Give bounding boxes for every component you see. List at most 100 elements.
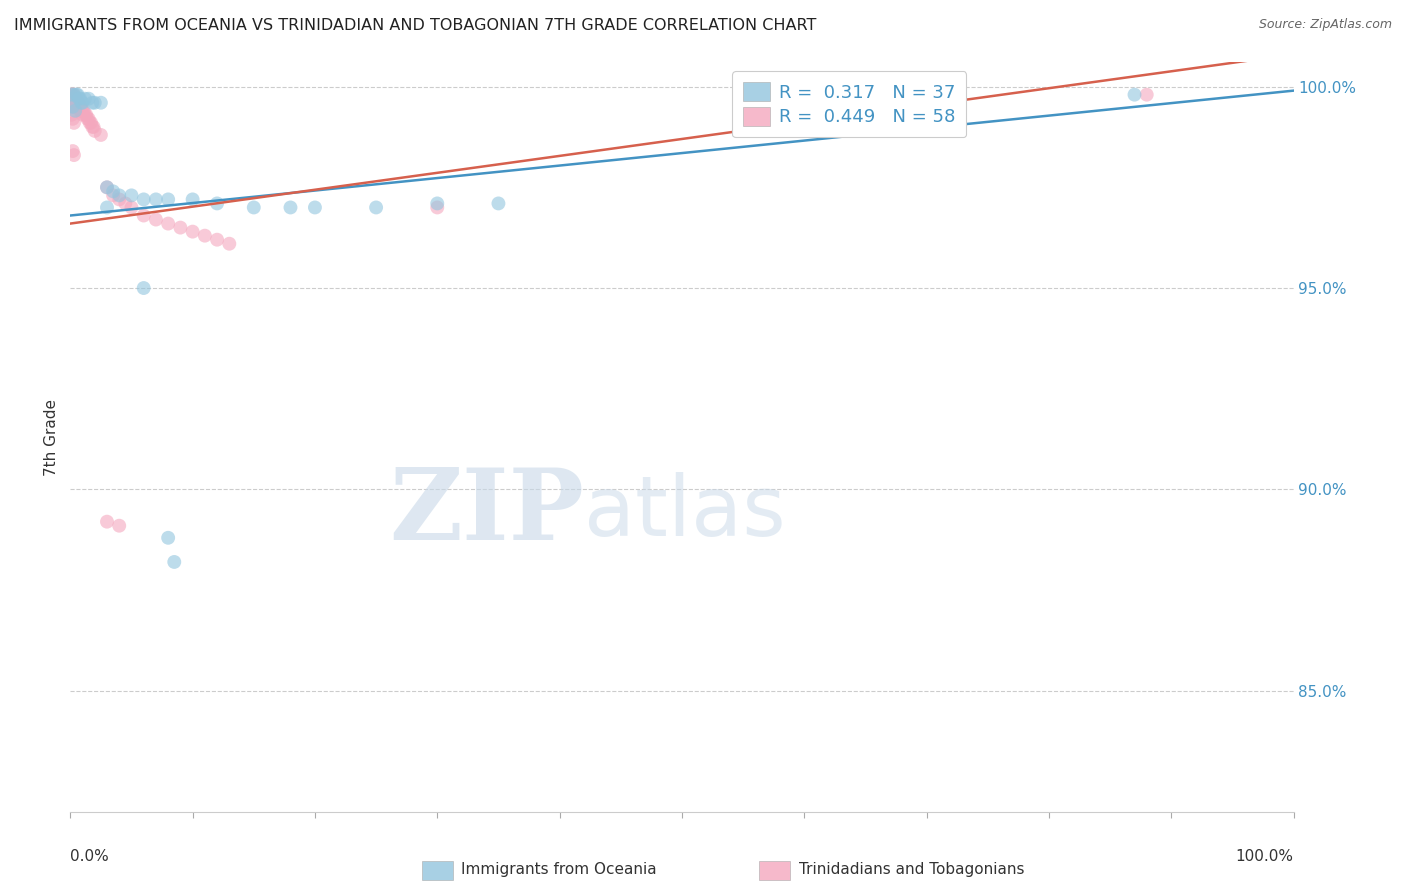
Point — [855, 84, 877, 98]
Point — [181, 225, 204, 239]
Point — [72, 103, 94, 118]
Point — [62, 87, 84, 102]
Point — [63, 116, 86, 130]
Point — [60, 87, 83, 102]
Point — [63, 103, 86, 118]
Point — [65, 92, 87, 106]
Point — [77, 92, 100, 106]
Point — [72, 95, 94, 110]
Point — [426, 201, 449, 215]
Point — [69, 92, 91, 106]
Point — [205, 196, 228, 211]
Point — [69, 103, 91, 118]
Point — [66, 100, 89, 114]
Point — [915, 84, 938, 98]
Point — [63, 100, 86, 114]
Point — [63, 87, 86, 102]
Point — [70, 95, 93, 110]
Point — [108, 193, 131, 207]
Point — [66, 95, 89, 110]
Point — [366, 201, 388, 215]
Point — [96, 180, 118, 194]
Point — [63, 87, 86, 102]
Point — [60, 92, 83, 106]
Point — [83, 120, 105, 134]
Point — [62, 95, 84, 110]
Text: atlas: atlas — [583, 472, 786, 552]
Text: Source: ZipAtlas.com: Source: ZipAtlas.com — [1258, 18, 1392, 31]
Point — [63, 92, 86, 106]
Point — [66, 87, 89, 102]
Point — [205, 233, 228, 247]
Point — [169, 220, 191, 235]
Point — [63, 92, 86, 106]
Point — [101, 188, 124, 202]
Point — [108, 188, 131, 202]
Point — [132, 193, 155, 207]
Point — [73, 108, 96, 122]
Point — [67, 92, 90, 106]
Point — [101, 185, 124, 199]
Point — [280, 201, 302, 215]
Point — [96, 180, 118, 194]
Point — [132, 281, 155, 295]
Point — [79, 116, 101, 130]
Text: Trinidadians and Tobagonians: Trinidadians and Tobagonians — [799, 863, 1024, 877]
Legend: R =  0.317   N = 37, R =  0.449   N = 58: R = 0.317 N = 37, R = 0.449 N = 58 — [733, 71, 966, 137]
Point — [62, 100, 84, 114]
Point — [218, 236, 240, 251]
Point — [1136, 87, 1159, 102]
Point — [72, 108, 94, 122]
Point — [163, 555, 186, 569]
Point — [62, 144, 84, 158]
Point — [67, 95, 90, 110]
Point — [75, 108, 97, 122]
Text: IMMIGRANTS FROM OCEANIA VS TRINIDADIAN AND TOBAGONIAN 7TH GRADE CORRELATION CHAR: IMMIGRANTS FROM OCEANIA VS TRINIDADIAN A… — [14, 18, 817, 33]
Point — [1123, 87, 1146, 102]
Text: 0.0%: 0.0% — [70, 849, 110, 864]
Point — [65, 87, 87, 102]
Point — [96, 201, 118, 215]
Point — [60, 108, 83, 122]
Point — [60, 95, 83, 110]
Point — [63, 95, 86, 110]
Point — [132, 209, 155, 223]
Point — [90, 128, 112, 142]
Point — [157, 193, 180, 207]
Point — [181, 193, 204, 207]
Text: 100.0%: 100.0% — [1236, 849, 1294, 864]
Text: Immigrants from Oceania: Immigrants from Oceania — [461, 863, 657, 877]
Point — [62, 112, 84, 126]
Point — [90, 95, 112, 110]
Point — [83, 95, 105, 110]
Point — [108, 518, 131, 533]
Point — [63, 95, 86, 110]
Point — [121, 188, 143, 202]
Point — [194, 228, 217, 243]
Point — [426, 196, 449, 211]
Point — [82, 120, 104, 134]
Point — [70, 103, 93, 118]
Point — [62, 92, 84, 106]
Point — [145, 212, 167, 227]
Point — [304, 201, 326, 215]
Text: ZIP: ZIP — [389, 464, 583, 560]
Point — [69, 100, 91, 114]
Point — [73, 103, 96, 118]
Y-axis label: 7th Grade: 7th Grade — [44, 399, 59, 475]
Point — [114, 196, 136, 211]
Point — [83, 124, 105, 138]
Point — [243, 201, 266, 215]
Point — [488, 196, 510, 211]
Point — [96, 515, 118, 529]
Point — [62, 100, 84, 114]
Point — [65, 95, 87, 110]
Point — [80, 116, 103, 130]
Point — [70, 100, 93, 114]
Point — [77, 112, 100, 126]
Point — [145, 193, 167, 207]
Point — [63, 148, 86, 162]
Point — [67, 100, 90, 114]
Point — [60, 87, 83, 102]
Point — [121, 201, 143, 215]
